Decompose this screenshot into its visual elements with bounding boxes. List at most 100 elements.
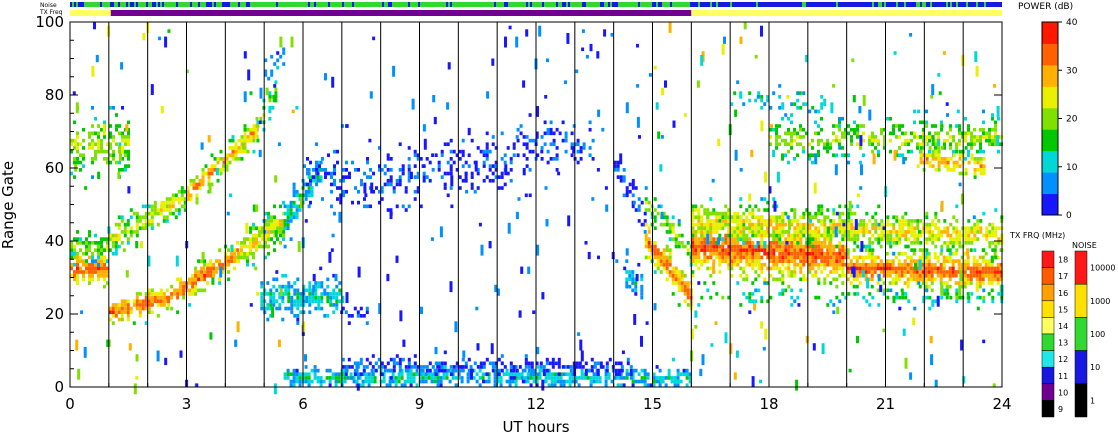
echo-cell (967, 259, 970, 263)
echo-cell (434, 380, 437, 384)
echo-cell (526, 142, 529, 146)
echo-cell (208, 179, 211, 183)
echo-cell (633, 369, 636, 373)
echo-cell (608, 372, 611, 376)
echo-cell (127, 164, 130, 168)
echo-cell (82, 164, 85, 168)
echo-cell (408, 365, 411, 369)
scatter-cell (860, 164, 863, 175)
echo-cell (937, 234, 940, 238)
scatter-cell (278, 340, 281, 347)
echo-cell (847, 212, 850, 216)
echo-cell (462, 365, 465, 369)
echo-cell (832, 278, 835, 282)
echo-cell (227, 256, 230, 260)
echo-cell (399, 142, 402, 146)
echo-cell (681, 241, 684, 245)
echo-cell (513, 146, 516, 150)
echo-cell (317, 281, 320, 285)
echo-cell (589, 153, 592, 157)
echo-cell (666, 263, 669, 267)
echo-cell (660, 256, 663, 260)
echo-cell (817, 139, 820, 143)
echo-cell (453, 365, 456, 369)
echo-cell (829, 237, 832, 241)
echo-cell (276, 51, 279, 55)
echo-cell (399, 362, 402, 366)
echo-cell (817, 296, 820, 300)
noise-strip-cell (78, 2, 80, 7)
echo-cell (892, 223, 895, 227)
echo-cell (360, 307, 363, 311)
echo-cell (925, 256, 928, 260)
echo-cell (787, 259, 790, 263)
scatter-cell (764, 329, 767, 340)
noise-strip-cell (736, 2, 738, 7)
echo-cell (566, 372, 569, 376)
echo-cell (447, 194, 450, 198)
noise-strip-cell (790, 2, 792, 7)
echo-cell (631, 278, 634, 282)
noise-strip-cell (864, 2, 866, 7)
echo-cell (949, 278, 952, 282)
scatter-cell (787, 215, 790, 219)
echo-cell (269, 289, 272, 293)
echo-cell (757, 274, 760, 278)
echo-cell (982, 212, 985, 216)
echo-cell (226, 157, 229, 161)
echo-cell (127, 237, 130, 241)
echo-cell (730, 263, 733, 267)
echo-cell (133, 321, 136, 325)
echo-cell (910, 259, 913, 263)
echo-cell (88, 135, 91, 139)
echo-cell (880, 263, 883, 267)
echo-cell (342, 179, 345, 183)
echo-cell (931, 263, 934, 267)
noise-strip-cell (562, 2, 564, 7)
echo-cell (877, 263, 880, 267)
echo-cell (814, 215, 817, 219)
echo-cell (799, 142, 802, 146)
echo-cell (856, 259, 859, 263)
echo-cell (548, 372, 551, 376)
echo-cell (483, 161, 486, 165)
echo-cell (757, 256, 760, 260)
echo-cell (997, 292, 1000, 296)
echo-cell (904, 142, 907, 146)
echo-cell (988, 259, 991, 263)
echo-cell (904, 270, 907, 274)
echo-cell (97, 139, 100, 143)
echo-cell (532, 139, 535, 143)
echo-cell (197, 289, 200, 293)
scatter-cell (345, 124, 348, 128)
echo-cell (299, 376, 302, 380)
echo-cell (781, 270, 784, 274)
noise-strip-cell (988, 2, 990, 7)
echo-cell (308, 310, 311, 314)
echo-cell (121, 241, 124, 245)
echo-cell (871, 139, 874, 143)
echo-cell (244, 128, 247, 132)
echo-cell (94, 263, 97, 267)
echo-cell (763, 241, 766, 245)
echo-cell (808, 270, 811, 274)
echo-cell (640, 285, 643, 289)
scatter-cell (882, 329, 885, 333)
echo-cell (211, 164, 214, 168)
echo-cell (826, 274, 829, 278)
echo-cell (934, 124, 937, 128)
echo-cell (814, 248, 817, 252)
echo-cell (997, 237, 1000, 241)
echo-cell (949, 241, 952, 245)
echo-cell (157, 299, 160, 303)
echo-cell (847, 153, 850, 157)
echo-cell (687, 289, 690, 293)
echo-cell (387, 168, 390, 172)
echo-cell (964, 278, 967, 282)
echo-cell (402, 172, 405, 176)
echo-cell (973, 128, 976, 132)
echo-cell (509, 372, 512, 376)
echo-cell (635, 208, 638, 212)
echo-cell (299, 194, 302, 198)
scatter-cell (465, 172, 468, 183)
